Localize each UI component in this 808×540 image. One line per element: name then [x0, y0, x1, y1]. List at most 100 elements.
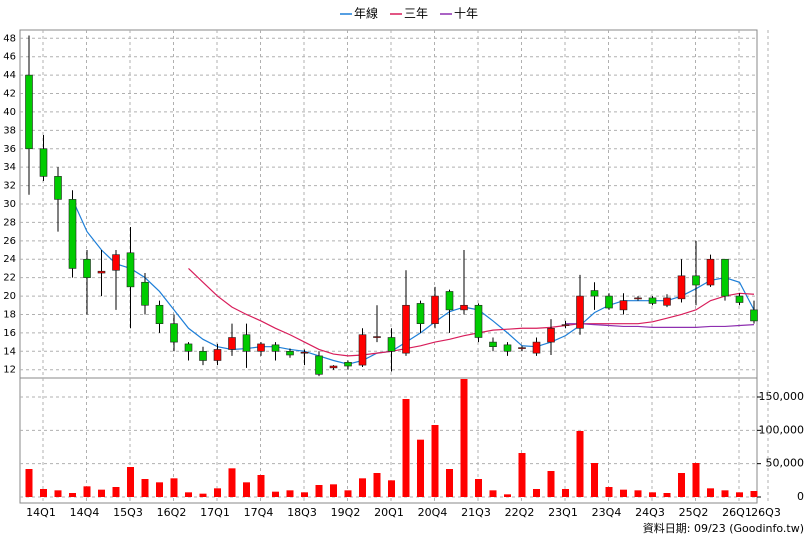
- candle-body: [663, 297, 671, 306]
- ma-line: [71, 199, 755, 365]
- volume-bar: [228, 468, 236, 497]
- candle-body: [547, 327, 555, 343]
- candle-body: [329, 365, 338, 369]
- y-tick-label: 48: [3, 33, 16, 44]
- x-tick-label: 20Q1: [374, 506, 404, 519]
- y-tick-label: 42: [3, 89, 16, 100]
- candle-body: [677, 275, 686, 300]
- volume-bar: [141, 479, 149, 497]
- x-tick-label: 15Q3: [113, 506, 143, 519]
- volume-bar: [460, 379, 468, 497]
- volume-bar: [518, 453, 526, 497]
- x-tick-label: 25Q2: [679, 506, 709, 519]
- ma-line: [565, 323, 755, 328]
- y-tick-label: 22: [3, 273, 16, 284]
- candle-body: [257, 343, 265, 352]
- volume-bar: [402, 399, 410, 497]
- volume-bar: [272, 491, 279, 497]
- y-tick-label: 32: [3, 181, 16, 192]
- x-tick-label: 16Q2: [157, 506, 187, 519]
- x-tick-label: 17Q4: [244, 506, 274, 519]
- y2-tick-label: 100,000: [759, 423, 805, 436]
- volume-bar: [707, 488, 714, 497]
- y-tick-label: 30: [3, 199, 16, 210]
- candle-body: [242, 334, 251, 352]
- y-tick-label: 16: [3, 328, 16, 339]
- plot-frame: [19, 29, 758, 504]
- volume-bar: [620, 489, 627, 497]
- candle-body: [300, 351, 309, 354]
- candle-body: [112, 254, 120, 271]
- y2-tick-label: 150,000: [759, 390, 805, 403]
- candle-body: [155, 304, 164, 324]
- candle-body: [358, 334, 367, 366]
- candle-body: [750, 309, 758, 322]
- volume-bar: [721, 490, 729, 497]
- candle-body: [83, 258, 91, 278]
- y-tick-label: 40: [3, 107, 16, 118]
- volume-bar: [330, 484, 337, 497]
- candle-body: [561, 324, 570, 326]
- volume-bar: [112, 487, 120, 497]
- x-tick-label: 21Q3: [461, 506, 491, 519]
- volume-bar: [69, 493, 76, 497]
- candle-body: [199, 351, 207, 361]
- candle-body: [344, 362, 352, 367]
- candle-body: [25, 74, 33, 150]
- ma-line: [188, 268, 755, 357]
- source-note: 資料日期: 09/23 (Goodinfo.tw): [643, 521, 804, 535]
- candle-body: [373, 336, 381, 338]
- candle-body: [576, 295, 584, 329]
- y-tick-label: 14: [3, 346, 16, 357]
- x-tick-label: 26Q1: [722, 506, 752, 519]
- volume-bar: [489, 490, 497, 497]
- volume-bar: [504, 494, 511, 497]
- candle-body: [648, 297, 657, 304]
- volume-bar: [315, 485, 323, 497]
- candle-body: [692, 275, 700, 286]
- candle-body: [97, 270, 106, 274]
- volume-bar: [591, 463, 598, 497]
- candle-body: [503, 344, 512, 352]
- volume-bar: [562, 489, 569, 497]
- y-tick-label: 28: [3, 217, 16, 228]
- candle-body: [228, 337, 236, 350]
- volume-bar: [576, 431, 584, 497]
- candle-body: [141, 281, 149, 306]
- candle-body: [315, 355, 323, 375]
- volume-bar: [54, 490, 62, 497]
- candle-body: [721, 258, 729, 297]
- legend-label: 年線: [354, 6, 378, 21]
- candle-body: [402, 304, 410, 354]
- volume-bar: [25, 469, 33, 497]
- candle-body: [431, 295, 439, 324]
- y-tick-label: 34: [3, 162, 16, 173]
- x-tick-label: 17Q1: [200, 506, 230, 519]
- legend-label: 三年: [404, 7, 428, 21]
- volume-bar: [634, 490, 642, 497]
- volume-bar: [214, 488, 221, 497]
- y-tick-label: 44: [3, 70, 16, 81]
- volume-bar: [663, 493, 671, 497]
- volume-bar: [649, 492, 656, 497]
- candle-body: [634, 297, 642, 300]
- candle-body: [387, 337, 396, 352]
- volume-bar: [127, 467, 134, 497]
- y-tick-label: 20: [3, 291, 16, 302]
- volume-bar: [417, 439, 424, 497]
- candle-body: [445, 291, 454, 311]
- candle-body: [735, 295, 744, 303]
- volume-bar: [199, 493, 207, 497]
- x-tick-label: 19Q2: [331, 506, 361, 519]
- candle-body: [532, 341, 541, 354]
- volume-bar: [475, 479, 482, 497]
- x-tick-label: 14Q1: [26, 506, 56, 519]
- candle-body: [68, 199, 77, 269]
- volume-bar: [257, 475, 265, 497]
- volume-bar: [736, 492, 743, 497]
- volume-bar: [344, 490, 352, 497]
- volume-bar: [547, 471, 555, 497]
- volume-bar: [286, 490, 294, 497]
- candle-body: [416, 303, 425, 324]
